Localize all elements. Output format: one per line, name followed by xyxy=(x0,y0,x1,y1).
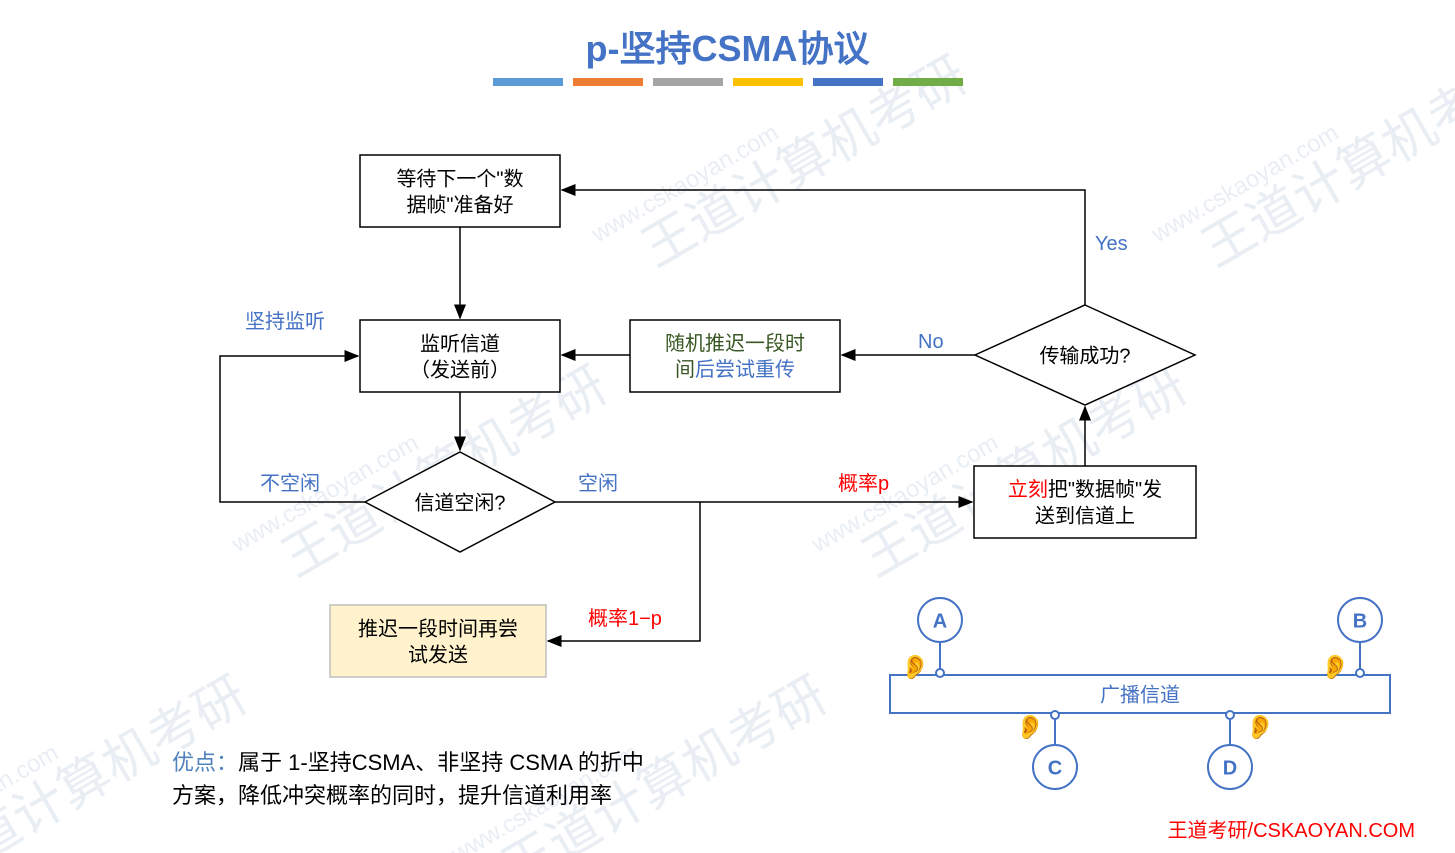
label-prob-p: 概率p xyxy=(838,472,889,495)
node-send-now-text2: 送到信道上 xyxy=(1035,504,1135,527)
node-listen-text2: （发送前） xyxy=(410,358,510,381)
node-delay-send-text1: 推迟一段时间再尝 xyxy=(358,617,518,640)
bus-diagram: 广播信道 A 👂 B 👂 C 👂 D 👂 xyxy=(880,585,1400,815)
advantage-label: 优点： xyxy=(172,750,238,775)
label-idle: 空闲 xyxy=(578,472,618,495)
label-no: No xyxy=(918,331,944,353)
label-yes: Yes xyxy=(1095,233,1128,255)
bus-channel-label: 广播信道 xyxy=(1100,683,1180,706)
conn-dot xyxy=(1051,711,1059,719)
ear-icon: 👂 xyxy=(1245,713,1275,741)
node-c-label: C xyxy=(1048,757,1062,779)
advantage-line2: 方案，降低冲突概率的同时，提升信道利用率 xyxy=(172,778,612,810)
advantage-line1: 属于 1-坚持CSMA、非坚持 CSMA 的折中 xyxy=(238,750,644,775)
ear-icon: 👂 xyxy=(1015,713,1045,741)
label-persist: 坚持监听 xyxy=(245,310,325,333)
node-b-label: B xyxy=(1353,610,1367,632)
node-wait-frame-text2: 据帧"准备好 xyxy=(406,193,513,216)
credit-text: 王道考研/CSKAOYAN.COM xyxy=(1168,814,1415,843)
node-delay-send-text2: 试发送 xyxy=(408,643,468,666)
node-idle-question-text: 信道空闲? xyxy=(414,491,505,514)
label-prob-1mp: 概率1−p xyxy=(588,607,662,630)
node-success-question-text: 传输成功? xyxy=(1039,344,1130,367)
node-wait-frame-text1: 等待下一个"数 xyxy=(396,167,523,190)
conn-dot xyxy=(1226,711,1234,719)
label-not-idle: 不空闲 xyxy=(260,472,320,495)
conn-dot xyxy=(936,669,944,677)
node-a-label: A xyxy=(933,610,947,632)
node-d-label: D xyxy=(1223,757,1237,779)
node-delay-retry-text1: 随机推迟一段时 xyxy=(665,332,805,355)
node-delay-retry-text2: 间后尝试重传 xyxy=(675,358,795,381)
advantage-text: 优点：属于 1-坚持CSMA、非坚持 CSMA 的折中 xyxy=(172,745,644,777)
conn-dot xyxy=(1356,669,1364,677)
node-listen-text1: 监听信道 xyxy=(420,332,500,355)
edge-success-yes xyxy=(562,190,1085,305)
node-send-now-text1: 立刻把"数据帧"发 xyxy=(1008,478,1162,501)
ear-icon: 👂 xyxy=(900,653,930,681)
ear-icon: 👂 xyxy=(1320,653,1350,681)
